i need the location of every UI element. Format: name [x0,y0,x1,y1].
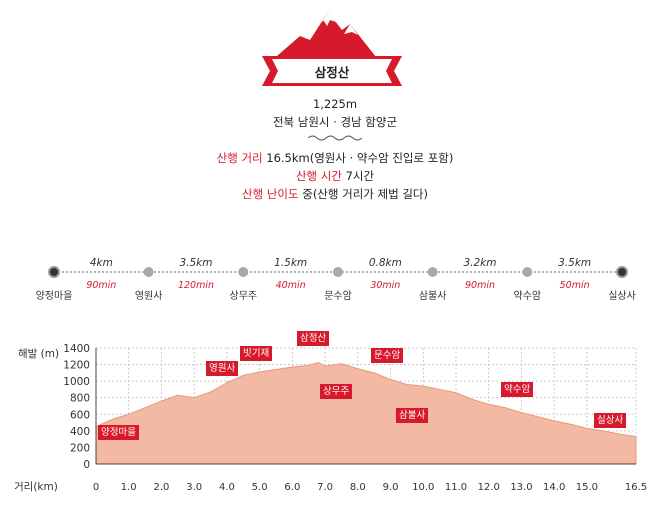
title-banner [262,56,402,86]
x-tick-label: 14.0 [543,482,565,493]
segment-time: 90min [464,280,495,291]
route-stop-label: 삼불사 [418,291,447,302]
route-stop-marker [616,266,628,278]
route-stop-marker [143,267,154,277]
y-tick-label: 400 [70,426,90,438]
x-tick-label: 11.0 [445,482,467,493]
distance-value: 16.5km(영원사 · 약수암 진입로 포함) [266,151,454,165]
y-axis-label: 해발 (m) [18,347,59,360]
x-tick-label: 2.0 [154,482,170,493]
y-tick-label: 0 [83,459,90,471]
mountain-icon [270,12,380,62]
route-stop-marker [522,267,533,277]
x-axis-label: 거리(km) [14,481,58,493]
y-tick-label: 1400 [63,343,90,355]
peak-tag: 빗기재 [240,346,273,361]
segment-distance: 3.2km [463,257,497,269]
x-tick-label: 13.0 [510,482,532,493]
elevation-chart: 0 200 400 600 800 1000 1200 1400 0 1.0 2.0 3.0 4.0 5.… [14,343,647,493]
x-tick-label: 0 [93,482,99,493]
route-stop-label: 문수암 [324,291,352,302]
route-stop-label: 실상사 [608,291,636,302]
time-line: 산행 시간 7시간 [0,168,670,184]
segment-time: 90min [86,280,117,291]
peak-tag: 문수암 [371,348,404,363]
peak-tag: 영원사 [206,361,239,376]
segment-time: 40min [275,280,306,291]
time-label: 산행 시간 [295,169,342,183]
y-tick-label: 200 [70,442,90,454]
peak-tag: 상무주 [320,384,353,399]
segment-distance: 4km [89,257,113,269]
x-tick-label: 6.0 [284,482,300,493]
peak-tag: 삼정산 [297,331,330,346]
segment-distance: 3.5km [179,257,213,269]
peak-tag: 실상사 [594,413,627,428]
route-stop-marker [333,267,343,277]
difficulty-line: 산행 난이도 중(산행 거리가 제법 길다) [0,186,670,202]
x-tick-label: 1.0 [121,482,137,493]
x-tick-label: 16.5 [625,482,647,493]
x-tick-label: 9.0 [383,482,399,493]
time-value: 7시간 [345,169,375,183]
x-tick-label: 8.0 [350,482,366,493]
route-line [48,266,628,278]
y-tick-label: 1200 [63,360,90,372]
segment-time: 50min [559,280,590,291]
peak-tag: 약수암 [501,382,534,397]
region-text: 전북 남원시 · 경남 함양군 [272,115,398,129]
segment-time: 120min [177,280,215,291]
segment-distance: 0.8km [368,257,402,269]
x-tick-label: 5.0 [252,482,268,493]
distance-line: 산행 거리 16.5km(영원사 · 약수암 진입로 포함) [0,150,670,166]
route-stop-label: 상무주 [229,291,258,302]
route-stop-label: 약수암 [513,291,542,302]
route-stop-label: 양정마을 [35,291,73,302]
elevation-text: 1,225m [312,97,358,111]
route-stop-marker [427,267,438,277]
x-tick-label: 15.0 [576,482,598,493]
x-tick-label: 3.0 [186,482,202,493]
route-stop-marker [48,266,60,278]
x-tick-label: 10.0 [412,482,434,493]
mountain-name: 삼정산 [314,65,350,80]
y-tick-label: 800 [70,393,90,405]
x-tick-label: 12.0 [478,482,500,493]
x-tick-label: 4.0 [219,482,235,493]
route-stop-label: 영원사 [134,291,163,302]
difficulty-value: 중(산행 거리가 제법 길다) [302,187,428,201]
peak-tag: 양정마을 [98,425,139,440]
segment-distance: 1.5km [274,257,308,269]
difficulty-label: 산행 난이도 [242,187,299,201]
y-tick-label: 1000 [63,376,90,388]
segment-time: 30min [370,280,401,291]
x-tick-label: 7.0 [317,482,333,493]
distance-label: 산행 거리 [216,151,263,165]
y-tick-label: 600 [70,409,90,421]
elevation-area [95,361,637,465]
peak-tag: 삼불사 [396,408,429,423]
route-stop-marker [238,267,249,277]
divider-squiggle [308,135,362,141]
segment-distance: 3.5km [558,257,592,269]
